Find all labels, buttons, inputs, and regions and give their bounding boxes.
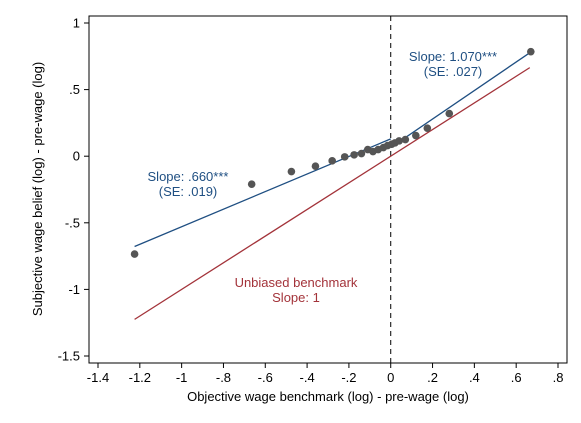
data-points (130, 47, 535, 258)
x-tick-label: -.8 (216, 370, 231, 385)
left-slope-label: Slope: .660*** (148, 169, 229, 184)
data-point (311, 162, 320, 170)
x-tick-label: .2 (427, 370, 438, 385)
data-point (340, 153, 349, 161)
x-tick-label: .4 (469, 370, 480, 385)
right-se-label: (SE: .027) (424, 64, 483, 79)
y-axis-ticks: 1 .5 0 -.5 -1 -1.5 (58, 16, 89, 364)
x-axis-label: Objective wage benchmark (log) - pre-wag… (187, 389, 469, 404)
y-tick-label: -1 (68, 282, 80, 297)
x-tick-label: .8 (553, 370, 564, 385)
benchmark-slope-label: Slope: 1 (272, 290, 320, 305)
data-point (247, 180, 256, 188)
fit-line-right (390, 51, 532, 149)
x-tick-label: -1.4 (87, 370, 109, 385)
data-point (357, 149, 366, 158)
data-point (445, 109, 454, 118)
y-tick-label: 0 (73, 149, 80, 164)
y-tick-label: .5 (69, 82, 80, 97)
x-tick-label: -.6 (258, 370, 273, 385)
data-point (401, 135, 410, 144)
left-se-label: (SE: .019) (159, 184, 218, 199)
x-tick-label: 0 (387, 370, 394, 385)
x-tick-label: -.4 (300, 370, 315, 385)
data-point (287, 167, 296, 176)
plot-area (88, 15, 568, 364)
data-point (412, 131, 420, 140)
data-point (130, 250, 139, 258)
y-tick-label: -1.5 (58, 349, 80, 364)
y-axis-label: Subjective wage belief (log) - pre-wage … (30, 62, 45, 316)
benchmark-line (134, 67, 531, 320)
data-point (527, 47, 535, 56)
data-point (395, 137, 403, 145)
y-tick-label: -.5 (65, 215, 80, 230)
right-slope-label: Slope: 1.070*** (409, 49, 497, 64)
x-tick-label: .6 (511, 370, 522, 385)
x-tick-label: -1.2 (129, 370, 151, 385)
x-tick-label: -1 (176, 370, 188, 385)
x-tick-label: -.2 (341, 370, 356, 385)
data-point (350, 151, 358, 159)
data-point (328, 157, 336, 165)
benchmark-title-label: Unbiased benchmark (235, 275, 358, 290)
data-point (423, 124, 432, 133)
y-tick-label: 1 (73, 16, 80, 31)
x-axis-ticks: -1.4 -1.2 -1 -.8 -.6 -.4 -.2 0 .2 .4 .6 .8 (87, 363, 564, 385)
